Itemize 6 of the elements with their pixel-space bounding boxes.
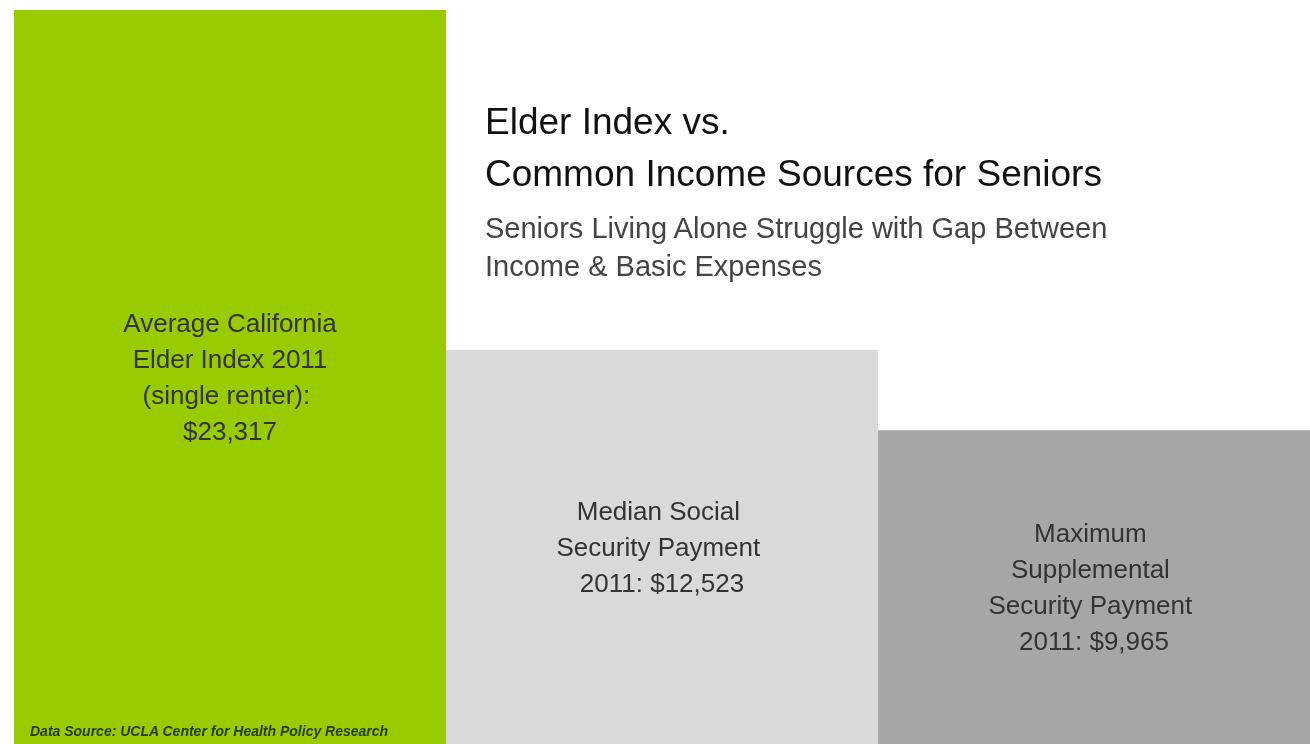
annotation: Data Source: UCLA Center for Health Policy Research bbox=[30, 723, 389, 739]
data-label: Average California Elder Index 2011 (single renter): $23,317 bbox=[123, 308, 338, 446]
data-label: Maximum Supplemental Security Payment 2011: $9,965 bbox=[988, 518, 1200, 657]
data-label: Median Social Security Payment 2011: $12,523 bbox=[556, 495, 768, 598]
text: Elder Index vs. Common Income Sources for Seniors bbox=[485, 100, 1102, 194]
text: Seniors Living Alone Struggle with Gap Between Income & Basic Expenses bbox=[485, 212, 1108, 282]
